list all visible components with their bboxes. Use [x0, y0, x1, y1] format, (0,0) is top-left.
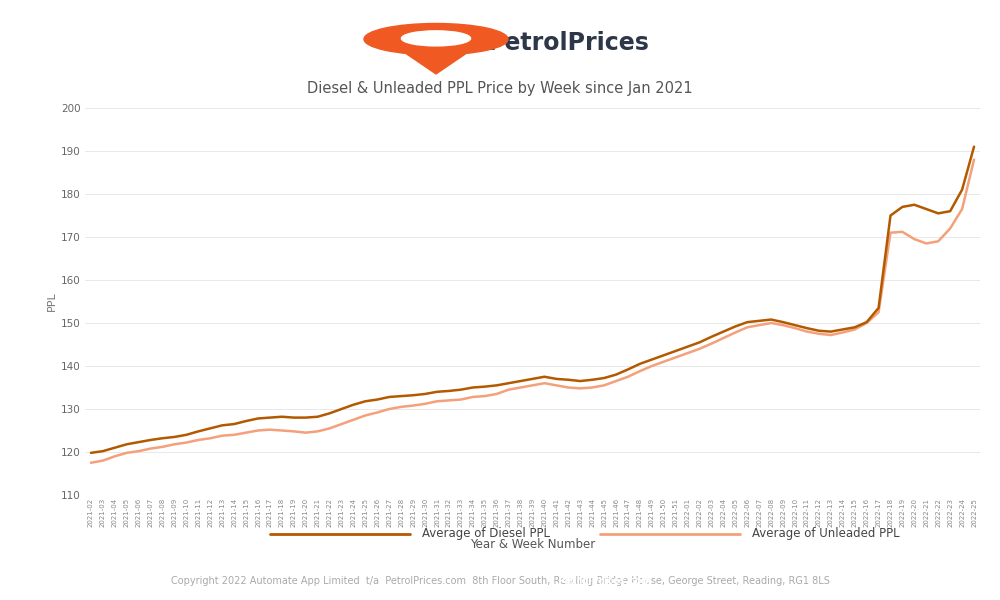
Text: Diesel & Unleaded PPL Price by Week since Jan 2021: Diesel & Unleaded PPL Price by Week sinc…: [307, 81, 693, 96]
X-axis label: Year & Week Number: Year & Week Number: [470, 538, 595, 551]
Text: Copyright 2022 Automate App Limited t/a PetrolPrices.com 8th Floor South, Readin: Copyright 2022 Automate App Limited t/a …: [175, 575, 825, 586]
Circle shape: [364, 23, 508, 55]
Text: PetrolPrices: PetrolPrices: [488, 31, 650, 55]
Circle shape: [401, 31, 471, 46]
Y-axis label: PPL: PPL: [47, 292, 57, 311]
Text: Copyright 2022 Automate App Limited  t/a  PetrolPrices.com  8th Floor South, Rea: Copyright 2022 Automate App Limited t/a …: [171, 575, 829, 586]
Text: Average of Diesel PPL: Average of Diesel PPL: [422, 527, 550, 541]
Polygon shape: [396, 47, 476, 74]
Text: PetrolPrices.com: PetrolPrices.com: [349, 575, 651, 586]
Text: Average of Unleaded PPL: Average of Unleaded PPL: [752, 527, 900, 541]
